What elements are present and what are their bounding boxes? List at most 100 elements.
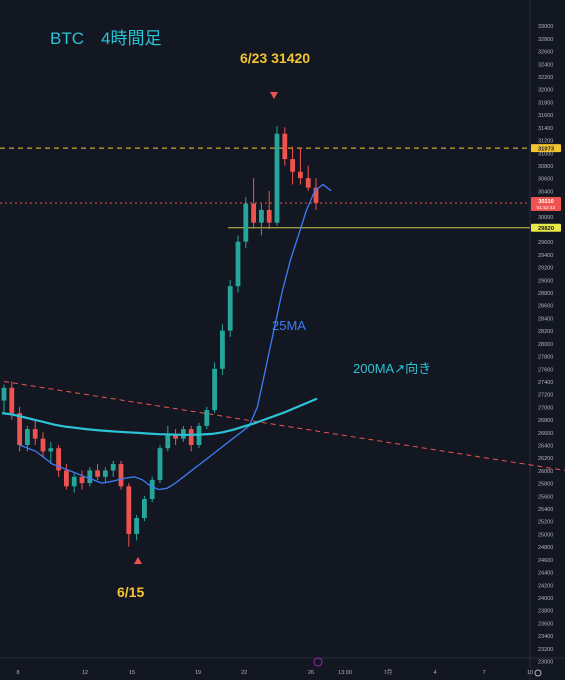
y-tick-label: 32000 <box>538 88 553 94</box>
y-tick-label: 24600 <box>538 558 553 564</box>
candle-body <box>71 476 77 487</box>
x-tick-label: 8 <box>16 670 19 676</box>
candle-body <box>212 368 217 411</box>
support-price-box <box>531 223 561 232</box>
candle-body <box>227 286 233 331</box>
y-tick-label: 24800 <box>538 545 553 551</box>
y-tick-label: 32800 <box>538 37 553 43</box>
y-tick-label: 28000 <box>538 342 553 348</box>
y-tick-label: 25000 <box>538 532 553 538</box>
y-tick-label: 23000 <box>538 660 553 666</box>
x-tick-label: 26 <box>308 670 314 676</box>
y-tick-label: 32400 <box>538 62 553 68</box>
y-tick-label: 25200 <box>538 520 553 526</box>
y-tick-label: 28200 <box>538 329 553 335</box>
settings-gear-icon <box>534 669 542 677</box>
candle-body <box>235 241 241 287</box>
y-tick-label: 27400 <box>538 380 553 386</box>
candle-body <box>188 429 194 445</box>
countdown-label: 01:52:42 <box>537 205 556 211</box>
candle-body <box>48 448 54 452</box>
y-tick-label: 30600 <box>538 177 553 183</box>
x-tick-label: 10 <box>527 670 533 676</box>
candle-body <box>95 470 100 477</box>
y-tick-label: 23200 <box>538 647 553 653</box>
candle-body <box>165 435 171 449</box>
y-tick-label: 25400 <box>538 507 553 513</box>
y-tick-label: 26000 <box>538 469 553 475</box>
ma25-line <box>19 183 332 491</box>
candle-body <box>103 470 108 477</box>
y-tick-label: 23400 <box>538 634 553 640</box>
y-tick-label: 27200 <box>538 393 553 399</box>
x-tick-label: 12 <box>82 670 88 676</box>
candle-body <box>157 448 163 480</box>
y-tick-label: 28800 <box>538 291 553 297</box>
y-tick-label: 25600 <box>538 494 553 500</box>
candle-body <box>290 159 295 172</box>
candle-body <box>87 470 93 484</box>
y-tick-label: 25800 <box>538 482 553 488</box>
candle-body <box>134 518 139 534</box>
peak-arrow-icon <box>270 92 278 99</box>
y-tick-label: 30000 <box>538 215 553 221</box>
y-tick-label: 29600 <box>538 240 553 246</box>
candle-body <box>204 410 210 426</box>
candle-body <box>313 187 319 203</box>
trendline <box>3 380 565 471</box>
x-tick-label: 15 <box>129 670 135 676</box>
y-tick-label: 23800 <box>538 609 553 615</box>
low-arrow-icon <box>134 557 142 564</box>
event-marker-icon <box>313 657 323 667</box>
candle-body <box>149 479 155 499</box>
x-tick-label: 13:00 <box>338 670 352 676</box>
resistance-price-label: 31073 <box>538 146 555 152</box>
candle-body <box>251 203 256 223</box>
ma200-line <box>1 397 318 436</box>
y-tick-label: 28600 <box>538 304 553 310</box>
current-price-label: 30210 <box>538 199 554 205</box>
y-tick-label: 29200 <box>538 266 553 272</box>
y-tick-label: 30400 <box>538 189 553 195</box>
y-tick-label: 31200 <box>538 139 553 145</box>
candle-body <box>1 387 7 401</box>
candle-body <box>9 387 15 414</box>
y-tick-label: 24400 <box>538 571 553 577</box>
candle-body <box>64 470 69 487</box>
y-tick-label: 31400 <box>538 126 553 132</box>
x-tick-label: 22 <box>241 670 247 676</box>
x-tick-label: 7 <box>482 670 485 676</box>
y-tick-label: 29400 <box>538 253 553 259</box>
peak-annotation: 6/23 31420 <box>240 50 311 66</box>
candle-body <box>25 429 30 445</box>
candle-body <box>142 499 147 519</box>
candle-body <box>118 464 124 487</box>
y-tick-label: 26800 <box>538 418 553 424</box>
candle-body <box>282 133 288 160</box>
candle-body <box>305 178 311 188</box>
candle-body <box>220 330 225 369</box>
y-tick-label: 24000 <box>538 596 553 602</box>
y-tick-label: 24200 <box>538 583 553 589</box>
y-tick-label: 31000 <box>538 151 553 157</box>
y-tick-label: 23600 <box>538 621 553 627</box>
candle-body <box>110 464 116 471</box>
candle-body <box>40 438 46 452</box>
y-tick-label: 26200 <box>538 456 553 462</box>
chart-title-annotation: BTC 4時間足 <box>50 29 162 48</box>
candle-body <box>298 171 303 179</box>
candle-body <box>56 448 61 471</box>
ma200-annotation: 200MA↗向き <box>353 361 432 376</box>
y-tick-label: 26600 <box>538 431 553 437</box>
y-tick-label: 27600 <box>538 367 553 373</box>
y-tick-label: 33000 <box>538 24 553 30</box>
candle-body <box>126 486 132 534</box>
candle-body <box>79 476 85 484</box>
y-tick-label: 28400 <box>538 316 553 322</box>
candle-body <box>243 203 249 242</box>
x-tick-label: 4 <box>433 670 436 676</box>
low-annotation: 6/15 <box>117 584 145 600</box>
y-tick-label: 32600 <box>538 50 553 56</box>
y-tick-label: 31600 <box>538 113 553 119</box>
